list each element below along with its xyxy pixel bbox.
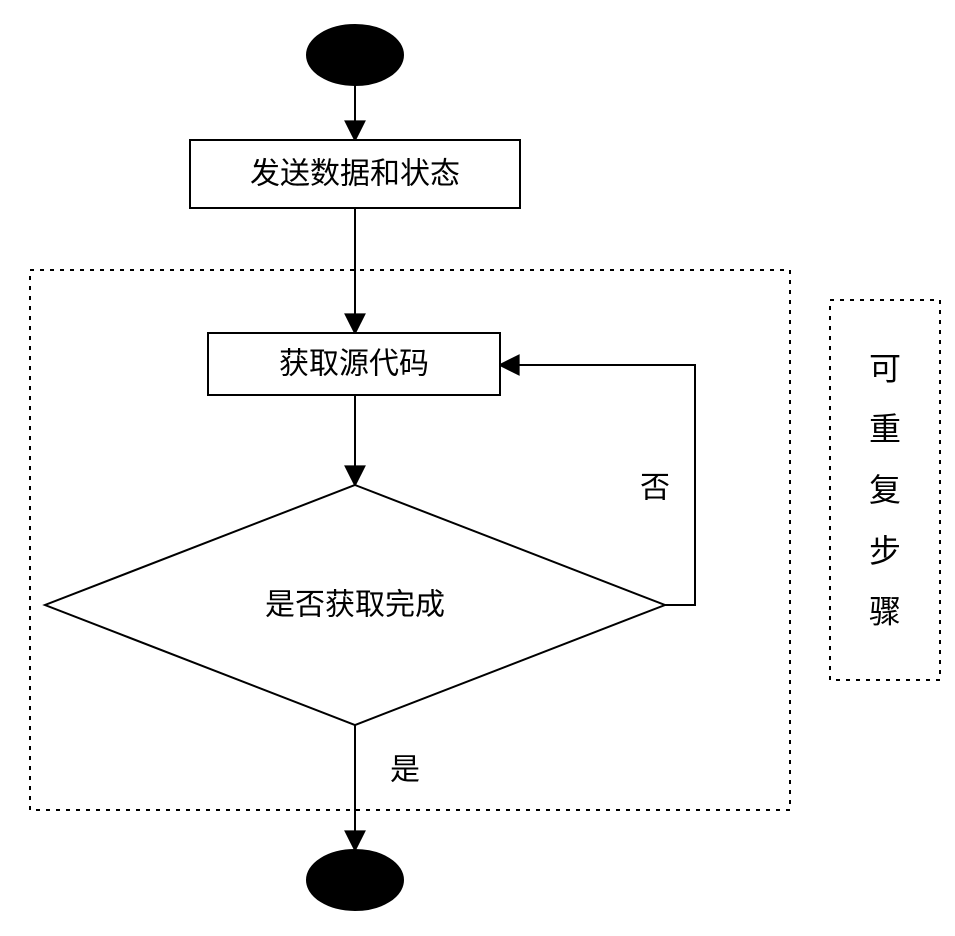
side-label-char: 可 <box>869 350 901 386</box>
side-label-char: 复 <box>869 472 901 508</box>
node-label-process1: 发送数据和状态 <box>250 158 460 191</box>
edge-label-e_dec_end: 是 <box>390 754 420 787</box>
node-start <box>307 25 403 85</box>
side-label-char: 骤 <box>869 594 901 630</box>
node-label-decision: 是否获取完成 <box>265 589 445 622</box>
side-label-char: 步 <box>869 533 901 569</box>
node-end <box>307 850 403 910</box>
node-label-process2: 获取源代码 <box>279 348 429 381</box>
side-label-char: 重 <box>869 411 901 447</box>
edge-label-e_dec_p2_no: 否 <box>640 472 670 505</box>
